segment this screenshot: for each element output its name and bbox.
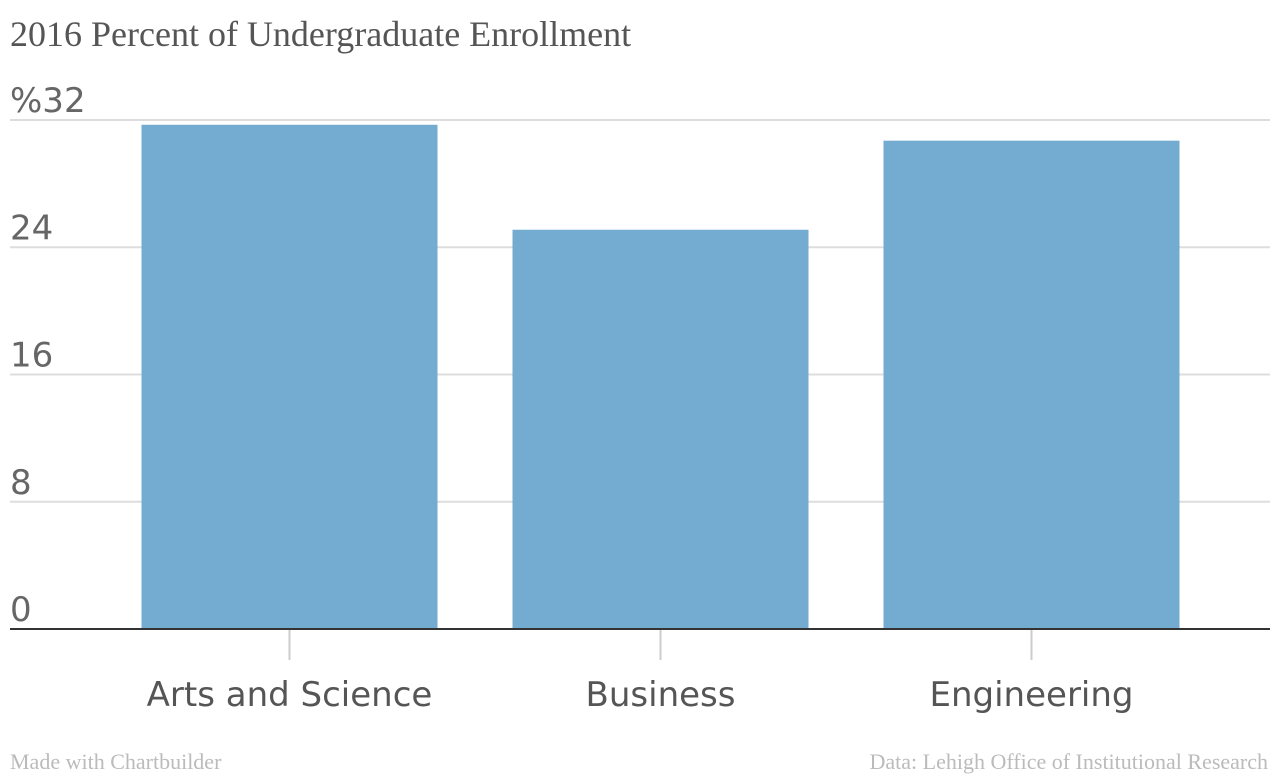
x-tick-label: Arts and Science [147,675,433,715]
x-tick-label: Business [586,675,736,715]
y-tick-label: 8 [10,463,32,503]
y-tick-label: %32 [10,81,86,121]
x-tick-label: Engineering [930,675,1134,715]
bar-engineering [883,140,1180,629]
y-tick-label: 0 [10,590,32,630]
footer-source: Data: Lehigh Office of Institutional Res… [869,749,1268,774]
y-tick-label: 24 [10,208,53,248]
bars [141,124,1180,630]
x-axis-ticks: Arts and Science Business Engineering [147,630,1134,715]
bar-arts-and-science [141,124,438,629]
y-axis-ticks: 0 8 16 24 %32 [10,81,86,630]
footer-credit: Made with Chartbuilder [10,749,222,774]
chart-title: 2016 Percent of Undergraduate Enrollment [10,14,631,54]
y-tick-label: 16 [10,336,53,376]
bar-business [512,229,809,630]
